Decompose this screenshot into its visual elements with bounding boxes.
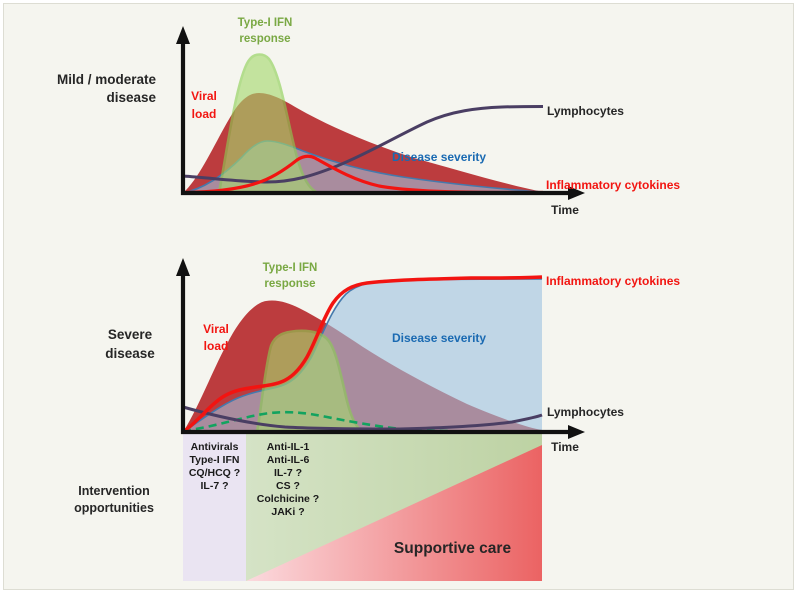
mild-x-axis-arrow-icon [568,186,585,200]
intervention-item: Anti-IL-6 [266,454,310,466]
severe-disease-severity-label: Disease severity [392,331,487,345]
severe-inflammatory-cytokines-label: Inflammatory cytokines [546,274,681,288]
mild-inflammatory-cytokines-line [182,154,544,195]
supportive-care-triangle [246,445,542,581]
intervention-item: Colchicine ? [256,493,320,505]
intervention-item: CQ/HCQ ? [188,467,241,479]
mild-lymphocytes-label: Lymphocytes [547,104,624,118]
mild-viral-load-label: Viral load [191,89,217,121]
severe-lymphocytes-label: Lymphocytes [547,405,624,419]
intervention-item: Type-I IFN [189,454,240,466]
mild-inflammatory-cytokines-label: Inflammatory cytokines [546,178,681,192]
mild-section-label: Mild / moderate disease [56,72,156,105]
severe-time-label: Time [551,440,579,454]
intervention-item: IL-7 ? [274,467,302,479]
early-intervention-box [183,434,246,581]
supportive-care-label: Supportive care [393,540,512,557]
intervention-section-label: Intervention opportunities [74,484,154,515]
early-intervention-items: Antivirals Type-I IFN CQ/HCQ ? IL-7 ? [183,441,246,493]
intervention-item: CS ? [276,480,300,492]
escalation-intervention-items: Anti-IL-1 Anti-IL-6 IL-7 ? CS ? Colchici… [246,441,330,519]
severe-x-axis-arrow-icon [568,425,585,439]
severe-y-axis-arrow-icon [176,258,190,276]
intervention-item: IL-7 ? [200,480,229,492]
intervention-item: Antivirals [190,441,239,453]
mild-y-axis-arrow-icon [176,26,190,44]
mild-ifn-label: Type-I IFN response [237,17,293,45]
severe-lymphocytes-line [182,405,543,431]
mild-disease-severity-label: Disease severity [392,150,487,164]
severe-chart [176,258,585,439]
mild-lymphocytes-line [182,105,544,184]
mild-chart [176,26,585,200]
severe-viral-load-label: Viral load [203,322,229,353]
intervention-item: Anti-IL-1 [266,441,310,453]
severe-inflammatory-cytokines-line [181,275,543,434]
mild-time-label: Time [551,203,579,217]
severe-ifn-label: Type-I IFN response [262,262,318,290]
intervention-item: JAKi ? [271,506,305,518]
severe-ifn-response-bell [255,329,368,434]
severe-section-label: Severe disease [105,327,155,361]
